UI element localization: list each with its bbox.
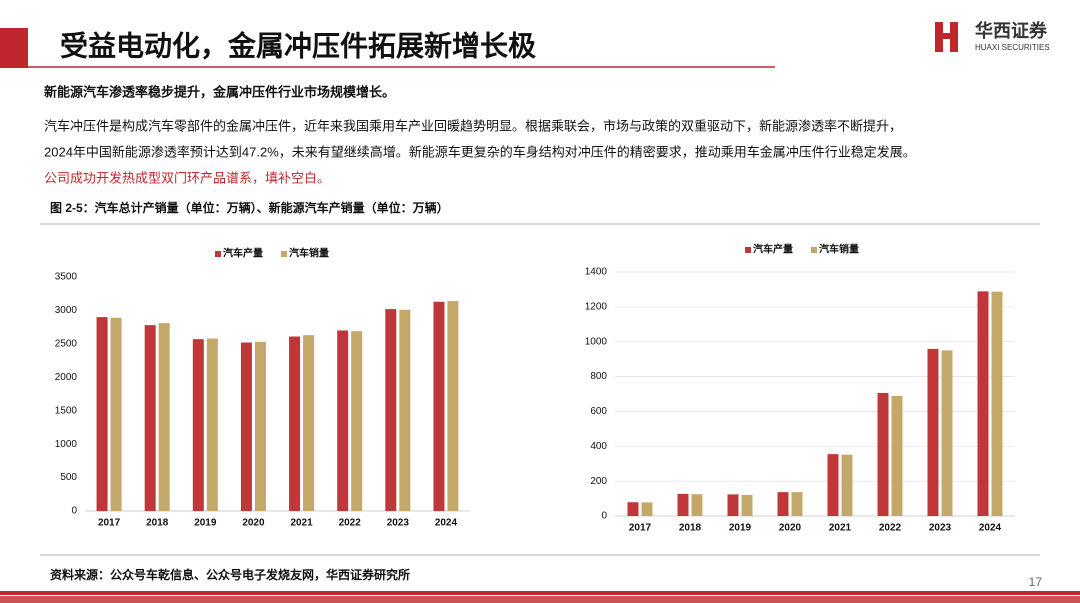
- legend-swatch: [811, 247, 817, 253]
- logo: 华西证券 HUAXI SECURITIES: [935, 20, 1050, 52]
- x-tick-label: 2020: [242, 518, 265, 529]
- y-tick-label: 3000: [55, 305, 78, 316]
- bar: [977, 291, 989, 516]
- y-tick-label: 400: [590, 441, 607, 452]
- bar: [96, 317, 108, 511]
- bar: [254, 341, 266, 511]
- lead: 新能源汽车渗透率稳步提升，金属冲压件行业市场规模增长。: [44, 84, 395, 99]
- body-line: 2024年中国新能源渗透率预计达到47.2%，未来有望继续高增。新能源车更复杂的…: [44, 144, 916, 159]
- highlight: 公司成功开发热成型双门环产品谱系，填补空白。: [44, 170, 330, 185]
- x-tick-label: 2021: [829, 523, 852, 534]
- source: 资料来源：公众号车乾信息、公众号电子发烧友网，华西证券研究所: [50, 567, 410, 582]
- x-tick-label: 2023: [387, 518, 410, 529]
- legend-label: 汽车销量: [289, 247, 329, 260]
- y-tick-label: 800: [590, 371, 607, 382]
- y-tick-label: 0: [601, 511, 607, 522]
- bar: [691, 494, 703, 516]
- x-tick-label: 2018: [679, 523, 702, 534]
- logo-cn: 华西证券: [975, 20, 1048, 41]
- bar: [433, 301, 445, 511]
- bar: [627, 502, 639, 516]
- legend-swatch: [215, 251, 221, 257]
- bar: [927, 348, 939, 516]
- x-tick-label: 2023: [929, 523, 952, 534]
- x-tick-label: 2019: [729, 523, 752, 534]
- y-tick-label: 1000: [585, 336, 608, 347]
- y-tick-label: 500: [60, 472, 77, 483]
- bar: [991, 291, 1003, 516]
- x-tick-label: 2020: [779, 523, 802, 534]
- bar: [641, 502, 653, 516]
- y-tick-label: 1400: [585, 267, 608, 278]
- legend-label: 汽车销量: [819, 243, 859, 256]
- footer-band: [0, 596, 1080, 603]
- x-tick-label: 2017: [629, 523, 652, 534]
- bar: [941, 350, 953, 516]
- x-tick-label: 2022: [879, 523, 902, 534]
- y-tick-label: 600: [590, 406, 607, 417]
- y-tick-label: 1200: [585, 301, 608, 312]
- y-tick-label: 1500: [55, 405, 78, 416]
- bar: [777, 492, 789, 516]
- x-tick-label: 2024: [979, 523, 1002, 534]
- slide-title: 受益电动化，金属冲压件拓展新增长极: [60, 29, 536, 61]
- bar: [791, 492, 803, 516]
- bar: [677, 493, 689, 516]
- bar: [289, 336, 301, 511]
- bar: [240, 342, 252, 511]
- bar: [158, 323, 170, 511]
- figure-caption: 图 2-5：汽车总计产销量（单位：万辆）、新能源汽车产销量（单位：万辆）: [50, 200, 449, 215]
- x-tick-label: 2024: [435, 518, 458, 529]
- bar: [206, 338, 218, 511]
- legend-label: 汽车产量: [753, 243, 793, 256]
- y-tick-label: 2500: [55, 338, 78, 349]
- bar: [110, 317, 122, 511]
- x-tick-label: 2021: [290, 518, 313, 529]
- x-tick-label: 2018: [146, 518, 169, 529]
- bar: [891, 395, 903, 516]
- bar: [144, 325, 156, 511]
- legend-swatch: [745, 247, 751, 253]
- bar: [385, 309, 397, 511]
- bar: [877, 392, 889, 516]
- x-tick-label: 2017: [98, 518, 121, 529]
- bar: [337, 330, 349, 511]
- bar: [827, 454, 839, 516]
- bar: [741, 494, 753, 516]
- bar: [192, 339, 204, 511]
- y-tick-label: 3500: [55, 272, 78, 283]
- bar: [399, 309, 411, 511]
- legend-label: 汽车产量: [223, 247, 263, 260]
- y-tick-label: 1000: [55, 439, 78, 450]
- logo-en: HUAXI SECURITIES: [975, 43, 1050, 52]
- x-tick-label: 2022: [339, 518, 362, 529]
- footer-band: [0, 591, 1080, 595]
- bar: [303, 335, 315, 511]
- bar: [841, 454, 853, 516]
- x-tick-label: 2019: [194, 518, 217, 529]
- logo-icon: [938, 33, 955, 39]
- bar: [447, 301, 459, 511]
- title-block: [0, 28, 28, 68]
- page-number: 17: [1029, 575, 1043, 589]
- body-line: 汽车冲压件是构成汽车零部件的金属冲压件，近年来我国乘用车产业回暖趋势明显。根据乘…: [44, 118, 902, 133]
- legend-swatch: [281, 251, 287, 257]
- bar: [727, 494, 739, 516]
- y-tick-label: 2000: [55, 372, 78, 383]
- bar: [351, 331, 363, 511]
- y-tick-label: 0: [71, 506, 77, 517]
- y-tick-label: 200: [590, 476, 607, 487]
